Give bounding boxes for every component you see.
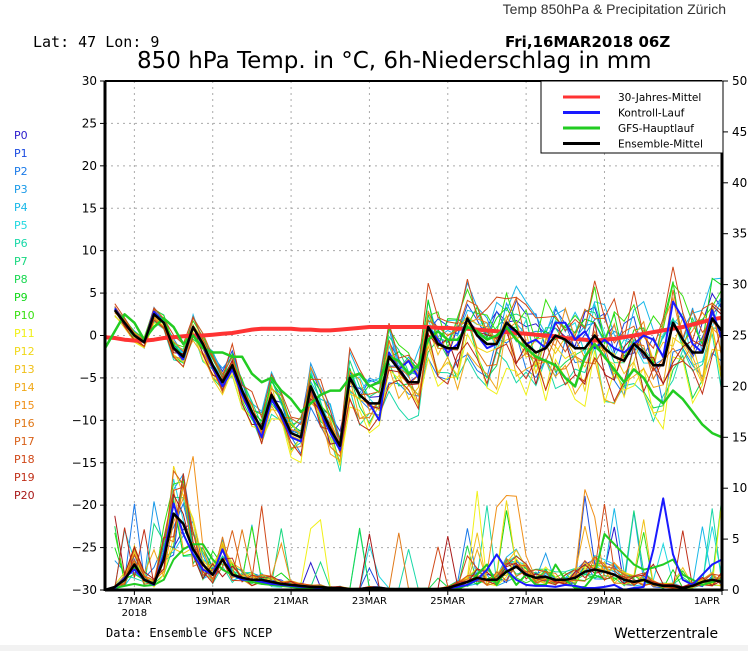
member-label-p19: P19 [14,471,35,484]
member-label-p16: P16 [14,417,35,430]
gfs-temp-line [103,313,723,439]
location-label: Lat: 47 Lon: 9 [33,33,159,51]
legend-box [540,80,724,154]
member-temp-line-p14 [114,311,723,462]
y-right-tick-label: 50 [732,74,747,88]
x-tick-label: 29MAR [587,596,622,607]
member-label-p18: P18 [14,453,35,466]
footer-strip [0,645,748,651]
y-left-tick-label: 30 [82,74,97,88]
y-right-tick-label: 0 [732,583,740,597]
ensemble-mean-temp-line [113,309,723,448]
chart-title: 850 hPa Temp. in °C, 6h-Niederschlag in … [137,48,652,74]
member-label-p8: P8 [14,273,28,286]
x-tick-label: 19MAR [195,596,230,607]
member-temp-line-p20 [114,304,723,445]
y-right-tick-label: 45 [732,125,747,139]
legend-label: 30-Jahres-Mittel [618,92,701,104]
legend-label: Ensemble-Mittel [618,139,703,151]
y-right-tick-label: 15 [732,430,747,444]
window-titlebar: Temp 850hPa & Precipitation Zürich [0,0,748,22]
x-tick-label: 27MAR [509,596,544,607]
y-left-tick-label: 0 [89,329,97,343]
x-tick-label: 23MAR [352,596,387,607]
x-tick-label: 17MAR [117,596,152,607]
member-label-p12: P12 [14,345,35,358]
y-right-tick-label: 35 [732,227,747,241]
data-source-label: Data: Ensemble GFS NCEP [106,626,272,640]
y-axis-left-ticks: 30 25 20 15 10 5 0 −5 −10 −15 −20 −25 −30 [72,74,105,597]
legend-label: Kontroll-Lauf [618,108,685,120]
brand-label: Wetterzentrale [614,626,718,642]
member-label-p20: P20 [14,489,35,502]
y-left-tick-label: 10 [82,244,97,258]
y-left-tick-label: −20 [72,498,97,512]
member-label-p14: P14 [14,381,35,394]
y-right-tick-label: 30 [732,278,747,292]
y-right-tick-label: 40 [732,176,747,190]
chart-legend: 30-Jahres-Mittel Kontroll-Lauf GFS-Hauptla… [540,80,724,154]
y-left-tick-label: −5 [79,371,97,385]
x-tick-label: 21MAR [274,596,309,607]
y-left-tick-label: 20 [82,159,97,173]
member-label-p4: P4 [14,201,28,214]
x-tick-label: 1APR [694,596,720,607]
member-label-p10: P10 [14,309,35,322]
y-left-tick-label: 5 [89,286,97,300]
member-label-p11: P11 [14,327,35,340]
y-left-tick-label: −10 [72,413,97,427]
y-right-tick-label: 5 [732,532,740,546]
y-right-tick-label: 25 [732,329,747,343]
member-label-p15: P15 [14,399,35,412]
y-left-tick-label: −25 [72,541,97,555]
y-left-tick-label: −15 [72,456,97,470]
member-label-p9: P9 [14,291,28,304]
y-right-tick-label: 10 [732,481,747,495]
y-left-tick-label: 15 [82,201,97,215]
member-label-p13: P13 [14,363,35,376]
x-tick-label: 25MAR [430,596,465,607]
member-legend: P0 P1 P2 P3 P4 P5 P6 P7 P8 P9 P10 P11 P12 P13 P14 P15 P1… [14,129,35,502]
run-date-label: Fri,16MAR2018 06Z [505,33,670,51]
member-label-p6: P6 [14,237,28,250]
member-label-p5: P5 [14,219,28,232]
legend-label: GFS-Hauptlauf [618,123,694,135]
member-label-p0: P0 [14,129,28,142]
window-title: Temp 850hPa & Precipitation Zürich [502,1,726,17]
member-label-p3: P3 [14,183,28,196]
member-label-p7: P7 [14,255,28,268]
member-label-p2: P2 [14,165,28,178]
ensemble-members [114,266,723,591]
y-left-tick-label: 25 [82,116,97,130]
member-label-p17: P17 [14,435,35,448]
x-tick-sublabel: 2018 [122,608,147,619]
member-label-p1: P1 [14,147,28,160]
climate-mean-temp-line [104,315,723,343]
y-left-tick-label: −30 [72,583,97,597]
y-right-tick-label: 20 [732,379,747,393]
